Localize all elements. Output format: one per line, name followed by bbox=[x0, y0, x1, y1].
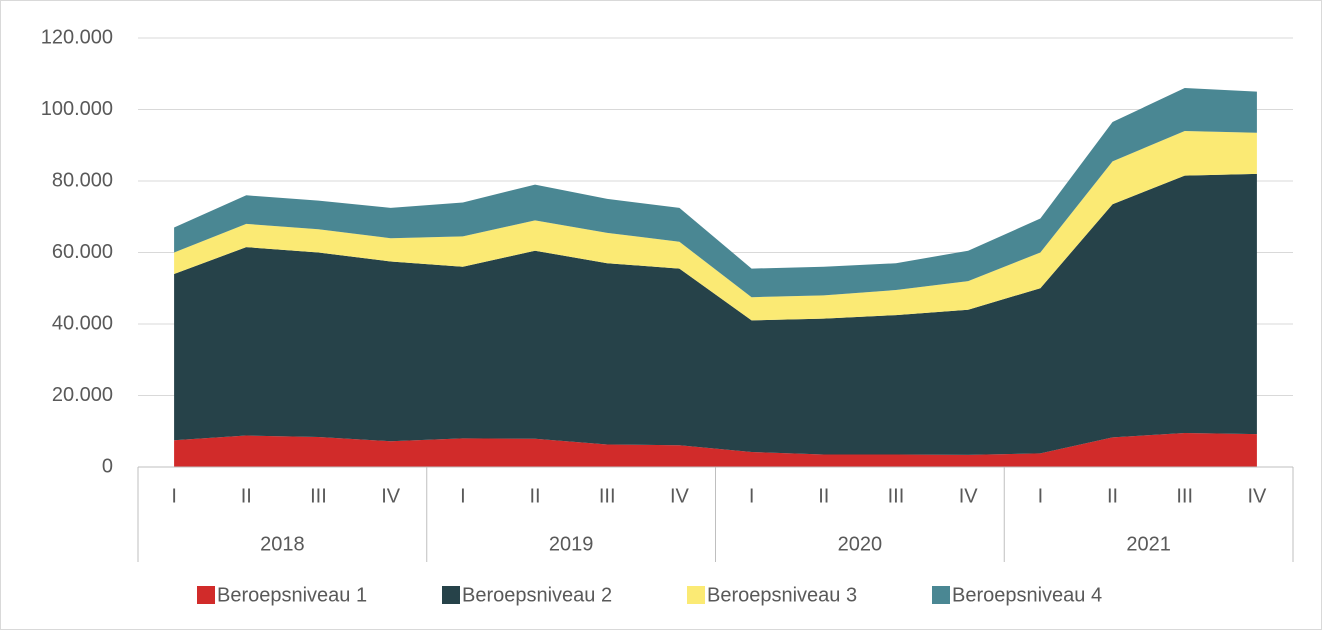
y-tick-label: 100.000 bbox=[41, 98, 113, 120]
y-tick-label: 120.000 bbox=[41, 26, 113, 48]
x-tick-label: I bbox=[1038, 485, 1044, 507]
y-tick-label: 60.000 bbox=[52, 241, 113, 263]
x-tick-label: III bbox=[1176, 485, 1193, 507]
y-tick-label: 20.000 bbox=[52, 384, 113, 406]
legend-swatch bbox=[442, 586, 460, 604]
x-tick-label: IV bbox=[381, 485, 401, 507]
legend-label: Beroepsniveau 1 bbox=[217, 584, 367, 606]
x-tick-label: I bbox=[749, 485, 755, 507]
x-tick-label: IV bbox=[670, 485, 690, 507]
x-tick-label: IV bbox=[959, 485, 979, 507]
group-label: 2019 bbox=[549, 533, 594, 555]
x-tick-label: III bbox=[310, 485, 327, 507]
legend-label: Beroepsniveau 3 bbox=[707, 584, 857, 606]
x-tick-label: III bbox=[599, 485, 616, 507]
area bbox=[174, 130, 1257, 321]
x-tick-label: I bbox=[171, 485, 177, 507]
x-tick-label: III bbox=[888, 485, 905, 507]
x-tick-label: II bbox=[818, 485, 829, 507]
legend-swatch bbox=[932, 586, 950, 604]
x-tick-label: I bbox=[460, 485, 466, 507]
legend-label: Beroepsniveau 4 bbox=[952, 584, 1102, 606]
area bbox=[174, 88, 1257, 298]
x-tick-label: IV bbox=[1247, 485, 1267, 507]
legend-label: Beroepsniveau 2 bbox=[462, 584, 612, 606]
legend-swatch bbox=[687, 586, 705, 604]
group-label: 2020 bbox=[838, 533, 883, 555]
group-label: 2021 bbox=[1126, 533, 1171, 555]
y-tick-label: 0 bbox=[102, 455, 113, 477]
x-tick-label: II bbox=[1107, 485, 1118, 507]
x-tick-label: II bbox=[529, 485, 540, 507]
area bbox=[174, 433, 1257, 467]
x-tick-label: II bbox=[241, 485, 252, 507]
y-tick-label: 80.000 bbox=[52, 169, 113, 191]
area bbox=[174, 173, 1257, 455]
y-tick-label: 40.000 bbox=[52, 312, 113, 334]
legend-swatch bbox=[197, 586, 215, 604]
group-label: 2018 bbox=[260, 533, 305, 555]
